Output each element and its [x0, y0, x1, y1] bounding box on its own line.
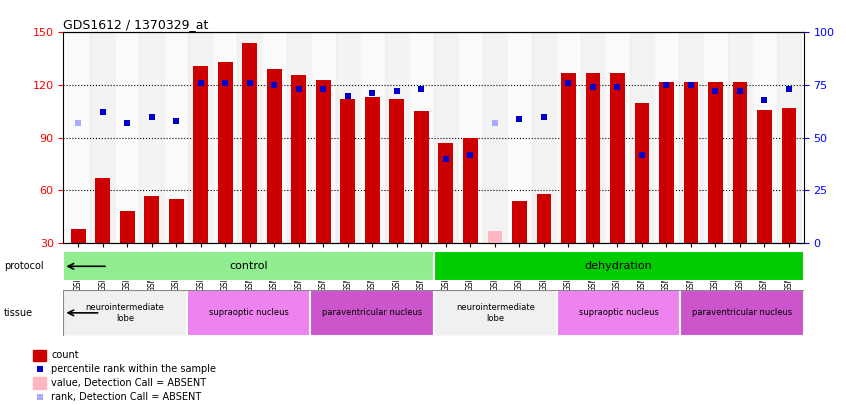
Bar: [360, 32, 385, 243]
Bar: [120, 211, 135, 243]
Bar: [536, 194, 552, 243]
Bar: [63, 290, 187, 336]
Bar: [291, 75, 306, 243]
Bar: [433, 290, 557, 336]
Bar: [91, 32, 115, 243]
Bar: [145, 196, 159, 243]
Text: count: count: [51, 350, 79, 360]
Bar: [610, 73, 624, 243]
Bar: [66, 32, 91, 243]
Bar: [287, 32, 311, 243]
Bar: [752, 32, 777, 243]
Bar: [733, 81, 747, 243]
Bar: [385, 32, 409, 243]
Bar: [310, 290, 433, 336]
Text: paraventricular nucleus: paraventricular nucleus: [321, 308, 422, 318]
Bar: [777, 32, 801, 243]
Bar: [336, 32, 360, 243]
Bar: [189, 32, 213, 243]
Bar: [187, 290, 310, 336]
Bar: [458, 32, 482, 243]
Bar: [512, 201, 527, 243]
Bar: [194, 66, 208, 243]
Bar: [728, 32, 752, 243]
Bar: [140, 32, 164, 243]
Bar: [262, 32, 287, 243]
Bar: [340, 99, 355, 243]
Bar: [433, 251, 804, 281]
Bar: [164, 32, 189, 243]
Text: control: control: [229, 261, 268, 271]
Text: value, Detection Call = ABSENT: value, Detection Call = ABSENT: [51, 378, 206, 388]
Bar: [213, 32, 238, 243]
Bar: [757, 110, 772, 243]
Bar: [311, 32, 336, 243]
Bar: [629, 32, 654, 243]
Bar: [169, 199, 184, 243]
Bar: [365, 97, 380, 243]
Bar: [266, 69, 282, 243]
Bar: [684, 81, 698, 243]
Bar: [463, 138, 478, 243]
Text: supraoptic nucleus: supraoptic nucleus: [579, 308, 658, 318]
Bar: [561, 73, 576, 243]
Bar: [531, 32, 556, 243]
Text: neurointermediate
lobe: neurointermediate lobe: [85, 303, 165, 322]
Text: paraventricular nucleus: paraventricular nucleus: [692, 308, 792, 318]
Bar: [414, 111, 429, 243]
Bar: [389, 99, 404, 243]
Bar: [115, 32, 140, 243]
Bar: [678, 32, 703, 243]
Bar: [316, 80, 331, 243]
Bar: [557, 290, 680, 336]
Bar: [238, 32, 262, 243]
Bar: [634, 102, 649, 243]
Bar: [680, 290, 804, 336]
Bar: [96, 178, 110, 243]
Bar: [409, 32, 433, 243]
Text: supraoptic nucleus: supraoptic nucleus: [209, 308, 288, 318]
Bar: [487, 231, 503, 243]
Bar: [556, 32, 580, 243]
Text: tissue: tissue: [4, 308, 33, 318]
Text: GDS1612 / 1370329_at: GDS1612 / 1370329_at: [63, 18, 209, 31]
Bar: [703, 32, 728, 243]
Bar: [782, 108, 796, 243]
Bar: [654, 32, 678, 243]
Bar: [708, 81, 722, 243]
Text: percentile rank within the sample: percentile rank within the sample: [51, 364, 216, 374]
Bar: [605, 32, 629, 243]
Bar: [507, 32, 531, 243]
Text: protocol: protocol: [4, 261, 44, 271]
Bar: [243, 43, 257, 243]
Bar: [33, 350, 47, 361]
Text: dehydration: dehydration: [585, 261, 652, 271]
Bar: [433, 32, 458, 243]
Bar: [63, 251, 433, 281]
Bar: [482, 32, 507, 243]
Text: neurointermediate
lobe: neurointermediate lobe: [456, 303, 535, 322]
Bar: [585, 73, 601, 243]
Bar: [71, 229, 85, 243]
Bar: [580, 32, 605, 243]
Bar: [438, 143, 453, 243]
Bar: [218, 62, 233, 243]
Bar: [659, 81, 673, 243]
Bar: [33, 377, 47, 389]
Text: rank, Detection Call = ABSENT: rank, Detection Call = ABSENT: [51, 392, 201, 402]
